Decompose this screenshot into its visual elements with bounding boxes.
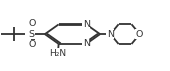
Text: S: S	[29, 30, 35, 39]
Text: O: O	[28, 19, 36, 28]
Text: N: N	[83, 20, 90, 29]
Text: H₂N: H₂N	[49, 49, 66, 58]
Text: O: O	[28, 40, 36, 49]
Text: N: N	[107, 30, 114, 39]
Text: O: O	[136, 30, 143, 39]
Text: N: N	[83, 39, 90, 48]
